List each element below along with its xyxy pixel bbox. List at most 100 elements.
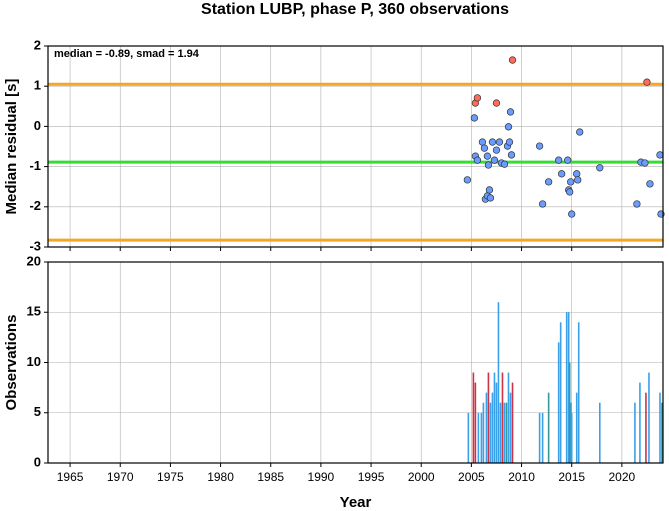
bar (499, 402, 502, 463)
bar (505, 402, 508, 463)
x-tick-label: 2015 (558, 470, 585, 484)
y-axis-label: Observations (3, 315, 20, 411)
x-tick-label: 2010 (508, 470, 535, 484)
point (596, 164, 604, 172)
bar (570, 412, 573, 463)
bar (511, 382, 514, 463)
bar (487, 372, 490, 463)
y-tick-label: -2 (29, 198, 41, 213)
point (576, 128, 584, 136)
bar (648, 372, 650, 463)
point (555, 156, 563, 164)
bar (547, 392, 550, 463)
y-tick-label: 5 (34, 404, 41, 419)
point (495, 138, 504, 146)
point (488, 138, 497, 146)
x-tick-label: 2005 (458, 470, 485, 484)
bar (474, 382, 477, 463)
point (564, 156, 572, 164)
y-tick-label: 10 (27, 354, 41, 369)
x-tick-label: 1980 (207, 470, 234, 484)
point (483, 152, 492, 160)
x-tick-label: 1995 (358, 470, 385, 484)
point (573, 170, 581, 178)
point (506, 108, 515, 116)
point (492, 99, 501, 107)
point (505, 138, 514, 146)
bar (503, 402, 506, 463)
bar (493, 372, 496, 463)
point (641, 159, 649, 167)
point (478, 138, 487, 146)
point (646, 180, 654, 188)
bar (491, 392, 494, 463)
x-tick-label: 1970 (107, 470, 134, 484)
point (566, 188, 574, 196)
point (643, 78, 651, 86)
y-tick-label: 15 (27, 304, 41, 319)
point (463, 176, 472, 184)
point (656, 151, 664, 159)
point (508, 56, 517, 64)
point (486, 194, 495, 202)
bar (497, 302, 500, 463)
x-tick-label: 1975 (157, 470, 184, 484)
x-tick-label: 1985 (257, 470, 284, 484)
y-tick-label: 0 (34, 454, 41, 469)
bar (495, 382, 498, 463)
point (507, 151, 516, 159)
chart-title: Station LUBP, phase P, 360 observations (201, 1, 509, 18)
bar (639, 382, 641, 463)
plot-frame (47, 261, 664, 464)
bar (541, 412, 544, 463)
point (473, 156, 482, 164)
point (633, 200, 641, 208)
point (535, 142, 544, 150)
x-tick-label: 1990 (308, 470, 335, 484)
y-tick-label: 2 (34, 37, 41, 52)
bar (577, 322, 580, 463)
bar (477, 412, 480, 463)
bar (634, 402, 636, 463)
bar (569, 402, 572, 463)
y-tick-label: 0 (34, 118, 41, 133)
bar (559, 322, 562, 463)
point (470, 114, 479, 122)
bar (472, 372, 475, 463)
point (574, 176, 582, 184)
x-tick-label: 1965 (57, 470, 84, 484)
x-axis-label: Year (340, 494, 372, 511)
bar (501, 372, 504, 463)
bar (567, 312, 570, 463)
annotation: median = -0.89, smad = 1.94 (54, 48, 200, 60)
y-axis-label: Median residual [s] (3, 79, 20, 215)
point (480, 144, 489, 152)
point (558, 170, 566, 178)
y-tick-label: -1 (29, 158, 41, 173)
bar (538, 412, 541, 463)
point (492, 146, 501, 154)
y-tick-label: 1 (34, 78, 41, 93)
point (504, 123, 513, 131)
bar (482, 402, 485, 463)
y-tick-label: 20 (27, 253, 41, 268)
point (485, 186, 494, 194)
bar (598, 402, 601, 463)
bar (485, 392, 488, 463)
y-tick-label: -3 (29, 238, 41, 253)
bar (507, 372, 510, 463)
bar (489, 402, 492, 463)
bar (568, 362, 571, 463)
point (544, 178, 553, 186)
bar (659, 392, 661, 463)
bar (565, 312, 568, 463)
point (500, 160, 509, 168)
bar (557, 342, 560, 463)
point (538, 200, 547, 208)
bar (480, 412, 483, 463)
plot-frame (47, 45, 664, 248)
x-tick-label: 2020 (609, 470, 636, 484)
bar (467, 412, 470, 463)
bar (509, 392, 512, 463)
